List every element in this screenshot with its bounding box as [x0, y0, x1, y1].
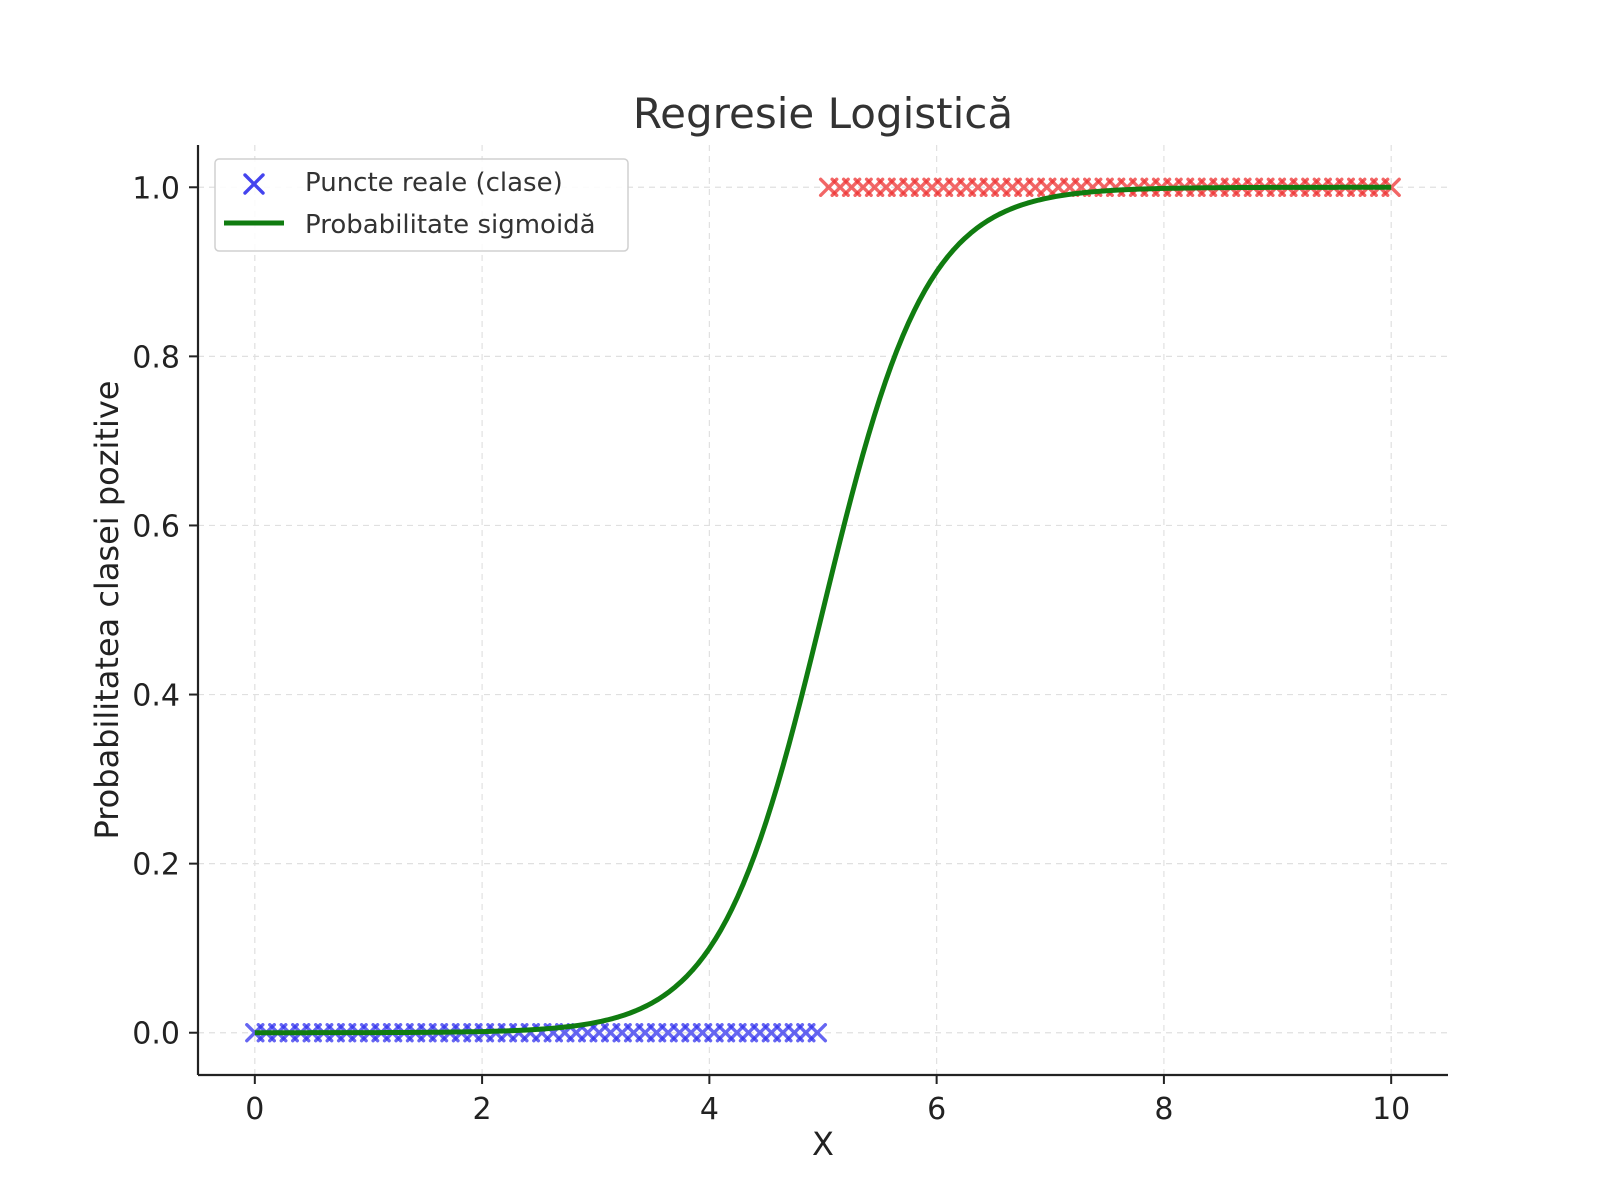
- y-tick-label: 0.8: [132, 340, 180, 375]
- x-tick-label: 4: [700, 1092, 719, 1127]
- y-axis-label: Probabilitatea clasei pozitive: [88, 381, 126, 840]
- y-tick-label: 0.0: [132, 1017, 180, 1052]
- scatter-point-class-0: [807, 1023, 828, 1043]
- legend-scatter-marker: [243, 173, 265, 195]
- x-axis-label: X: [812, 1125, 834, 1163]
- y-tick-label: 0.4: [132, 679, 180, 714]
- y-tick-label: 1.0: [132, 171, 180, 206]
- legend-scatter-cross: [243, 173, 265, 195]
- chart-title: Regresie Logistică: [633, 89, 1013, 138]
- series-layer: [245, 177, 1401, 1043]
- scatter-point-class-1: [1381, 177, 1401, 197]
- legend: Puncte reale (clase) Probabilitate sigmo…: [214, 158, 629, 252]
- x-tick-label: 8: [1154, 1092, 1173, 1127]
- x-tick-label: 2: [473, 1092, 492, 1127]
- ticks-layer: 0 2 4 6 8 10 0.0 0.2 0.4 0.6 0.8 1.0: [132, 171, 1410, 1127]
- y-tick-label: 0.6: [132, 509, 180, 544]
- axes-layer: [196, 145, 1448, 1077]
- legend-label-line: Probabilitate sigmoidă: [305, 210, 596, 240]
- y-tick-label: 0.2: [132, 848, 180, 883]
- sigmoid-line: [254, 184, 1392, 1036]
- legend-label-scatter: Puncte reale (clase): [305, 168, 563, 198]
- legend-box: [214, 158, 629, 252]
- grid-layer: [198, 145, 1448, 1075]
- x-tick-label: 10: [1372, 1092, 1410, 1127]
- x-tick-label: 0: [245, 1092, 264, 1127]
- x-tick-label: 6: [927, 1092, 946, 1127]
